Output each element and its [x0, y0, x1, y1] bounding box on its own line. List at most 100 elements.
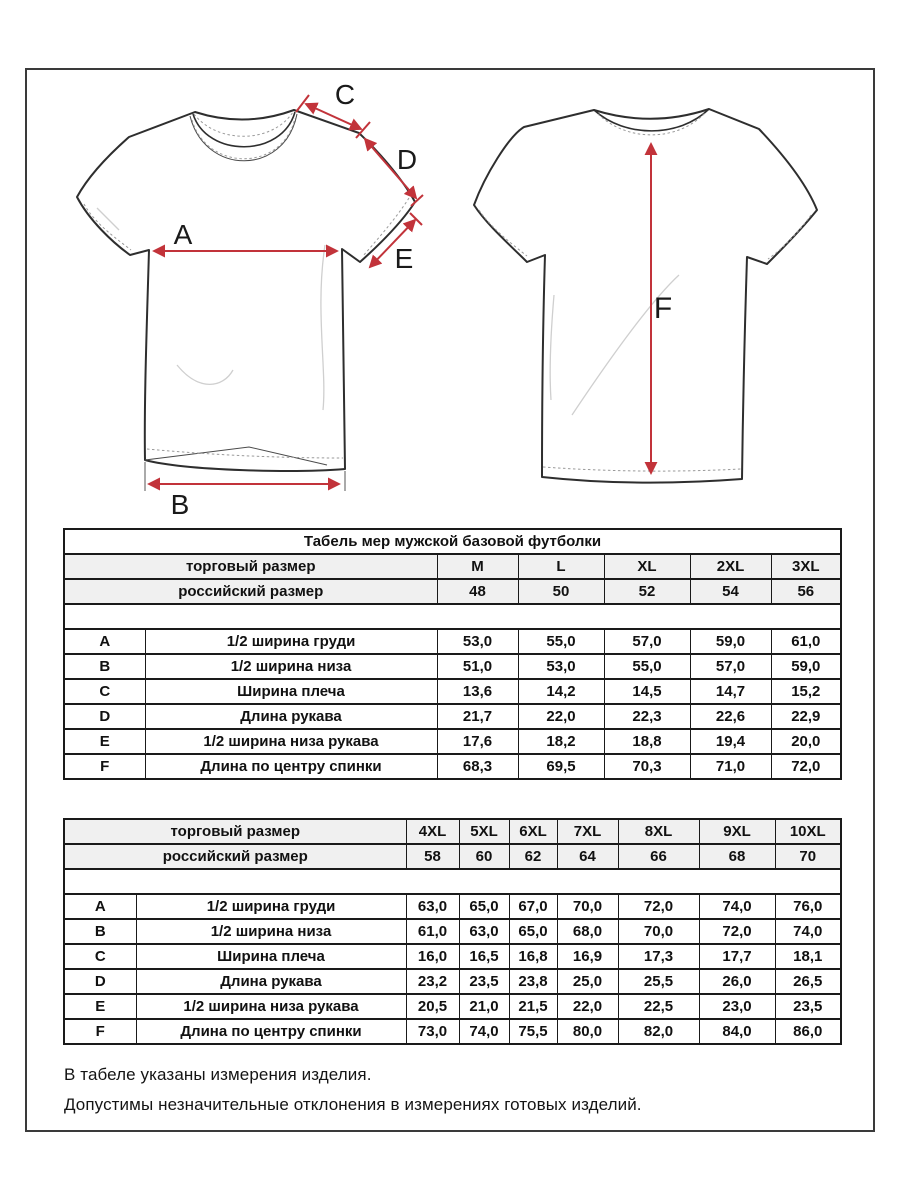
measure-value: 51,0 [436, 653, 519, 680]
table-title-row: Табель мер мужской базовой футболки [63, 528, 842, 555]
measure-value: 22,5 [617, 993, 700, 1020]
measure-value: 14,2 [517, 678, 605, 705]
size-header-cell: 58 [405, 843, 460, 870]
measure-row: B 1/2 ширина низа 61,0 63,0 65,0 68,0 70,0 72,0… [63, 918, 842, 945]
trade-size-label: торговый размер [63, 818, 407, 845]
measure-value: 71,0 [689, 753, 772, 780]
russian-size-label: российский размер [63, 843, 407, 870]
measure-value: 16,5 [458, 943, 510, 970]
size-header-cell: 56 [770, 578, 842, 605]
measure-row: A 1/2 ширина груди 63,0 65,0 67,0 70,0 72,0 74,… [63, 893, 842, 920]
measure-value: 23,8 [508, 968, 558, 995]
measure-row: E 1/2 ширина низа рукава 17,6 18,2 18,8 19,4 2… [63, 728, 842, 755]
russian-size-row: российский размер 58 60 62 64 66 68 70 [63, 843, 842, 870]
measure-letter: D [63, 968, 137, 995]
size-header-cell: 52 [603, 578, 691, 605]
measure-value: 17,3 [617, 943, 700, 970]
measure-value: 63,0 [458, 918, 510, 945]
size-header-cell: 6XL [508, 818, 558, 845]
size-header-cell: 54 [689, 578, 772, 605]
dim-label-a: A [174, 219, 193, 250]
measure-value: 16,8 [508, 943, 558, 970]
measure-letter: E [63, 728, 146, 755]
size-header-cell: 9XL [698, 818, 776, 845]
measure-value: 68,3 [436, 753, 519, 780]
size-header-cell: XL [603, 553, 691, 580]
measurement-arrow-d: D [363, 137, 424, 207]
measure-row: E 1/2 ширина низа рукава 20,5 21,0 21,5 22,0 2… [63, 993, 842, 1020]
measure-value: 75,5 [508, 1018, 558, 1045]
size-header-cell: 7XL [556, 818, 619, 845]
size-header-cell: 10XL [774, 818, 842, 845]
measure-value: 57,0 [603, 628, 691, 655]
measure-value: 21,5 [508, 993, 558, 1020]
measure-value: 53,0 [436, 628, 519, 655]
measure-value: 16,9 [556, 943, 619, 970]
measure-value: 17,6 [436, 728, 519, 755]
measure-row: B 1/2 ширина низа 51,0 53,0 55,0 57,0 59,0 [63, 653, 842, 680]
measure-value: 18,2 [517, 728, 605, 755]
measurement-arrow-f: F [644, 142, 672, 475]
measure-value: 57,0 [689, 653, 772, 680]
measure-value: 55,0 [517, 628, 605, 655]
measure-value: 25,0 [556, 968, 619, 995]
measure-value: 74,0 [698, 893, 776, 920]
measure-value: 69,5 [517, 753, 605, 780]
measure-name: Ширина плеча [135, 943, 407, 970]
size-header-cell: 5XL [458, 818, 510, 845]
dim-label-b: B [171, 489, 190, 520]
tshirt-back-outline [473, 108, 818, 484]
tshirt-back-drawing [473, 108, 818, 484]
size-header-cell: 60 [458, 843, 510, 870]
measure-value: 67,0 [508, 893, 558, 920]
dim-label-c: C [335, 79, 355, 110]
size-header-cell: 4XL [405, 818, 460, 845]
measure-name: Длина рукава [144, 703, 438, 730]
measure-value: 72,0 [770, 753, 842, 780]
dim-label-d: D [397, 144, 417, 175]
measure-value: 21,7 [436, 703, 519, 730]
measure-value: 84,0 [698, 1018, 776, 1045]
measure-name: Длина рукава [135, 968, 407, 995]
measure-value: 61,0 [405, 918, 460, 945]
size-header-cell: L [517, 553, 605, 580]
measure-value: 22,6 [689, 703, 772, 730]
page-frame: A B C D E F [25, 68, 875, 1132]
measure-value: 17,7 [698, 943, 776, 970]
size-header-cell: 2XL [689, 553, 772, 580]
measurement-arrow-a: A [152, 219, 339, 258]
footnote-line-2: Допустимы незначительные отклонения в из… [64, 1095, 642, 1114]
measure-value: 63,0 [405, 893, 460, 920]
measure-letter: E [63, 993, 137, 1020]
dim-label-e: E [395, 243, 414, 274]
measure-row: F Длина по центру спинки 73,0 74,0 75,5 80,0 8… [63, 1018, 842, 1045]
measure-value: 26,5 [774, 968, 842, 995]
measure-value: 82,0 [617, 1018, 700, 1045]
trade-size-row: торговый размер M L XL 2XL 3XL [63, 553, 842, 580]
measure-value: 59,0 [689, 628, 772, 655]
dim-label-f: F [654, 292, 672, 325]
table-title: Табель мер мужской базовой футболки [63, 528, 842, 555]
measure-letter: C [63, 678, 146, 705]
measure-value: 18,1 [774, 943, 842, 970]
measure-value: 18,8 [603, 728, 691, 755]
measure-value: 61,0 [770, 628, 842, 655]
measure-letter: D [63, 703, 146, 730]
measure-value: 15,2 [770, 678, 842, 705]
trade-size-row: торговый размер 4XL 5XL 6XL 7XL 8XL 9XL 10XL [63, 818, 842, 845]
footnotes: В табеле указаны измерения изделия. Допу… [64, 1060, 642, 1120]
size-header-cell: 68 [698, 843, 776, 870]
measure-row: C Ширина плеча 13,6 14,2 14,5 14,7 15,2 [63, 678, 842, 705]
trade-size-label: торговый размер [63, 553, 438, 580]
measure-value: 26,0 [698, 968, 776, 995]
measurement-arrow-b: B [144, 462, 346, 520]
measure-value: 80,0 [556, 1018, 619, 1045]
measure-value: 14,5 [603, 678, 691, 705]
measure-name: 1/2 ширина низа рукава [144, 728, 438, 755]
measure-value: 16,0 [405, 943, 460, 970]
size-header-cell: 48 [436, 578, 519, 605]
measure-row: C Ширина плеча 16,0 16,5 16,8 16,9 17,3 17,7 18,… [63, 943, 842, 970]
tshirt-measurement-diagram: A B C D E F [76, 79, 818, 520]
size-header-cell: 8XL [617, 818, 700, 845]
